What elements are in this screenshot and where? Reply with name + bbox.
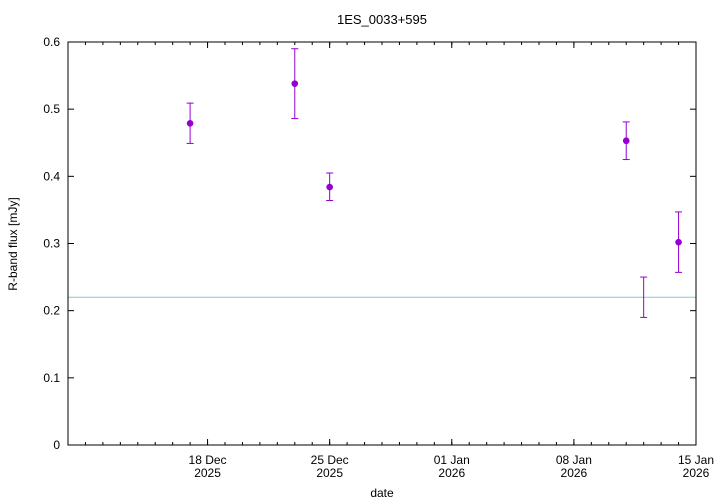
y-tick-label: 0.4 xyxy=(43,169,60,183)
y-axis-label: R-band flux [mJy] xyxy=(6,197,20,290)
data-point xyxy=(326,183,333,191)
data-layer xyxy=(186,48,683,318)
x-tick-year-label: 2026 xyxy=(561,466,588,480)
x-tick-year-label: 2025 xyxy=(316,466,343,480)
y-tick-label: 0.6 xyxy=(43,35,60,49)
x-axis-label: date xyxy=(370,486,394,500)
x-tick-label: 25 Dec xyxy=(311,453,349,467)
data-point xyxy=(186,119,194,127)
x-tick-label: 08 Jan xyxy=(556,453,592,467)
x-tick-year-label: 2026 xyxy=(683,466,710,480)
plot-frame xyxy=(67,41,697,446)
x-tick-label: 01 Jan xyxy=(434,453,470,467)
data-point xyxy=(291,80,299,87)
data-point xyxy=(675,238,682,246)
y-tick-label: 0.2 xyxy=(43,304,60,318)
x-tick-label: 15 Jan xyxy=(678,453,714,467)
x-tick-year-label: 2025 xyxy=(194,466,221,480)
y-tick-label: 0.5 xyxy=(43,102,60,116)
y-tick-label: 0.3 xyxy=(43,237,60,251)
y-tick-label: 0 xyxy=(53,438,60,452)
data-point xyxy=(622,137,630,145)
chart-title: 1ES_0033+595 xyxy=(337,12,427,27)
x-tick-label: 18 Dec xyxy=(189,453,227,467)
y-tick-label: 0.1 xyxy=(43,371,60,385)
x-tick-year-label: 2026 xyxy=(438,466,465,480)
